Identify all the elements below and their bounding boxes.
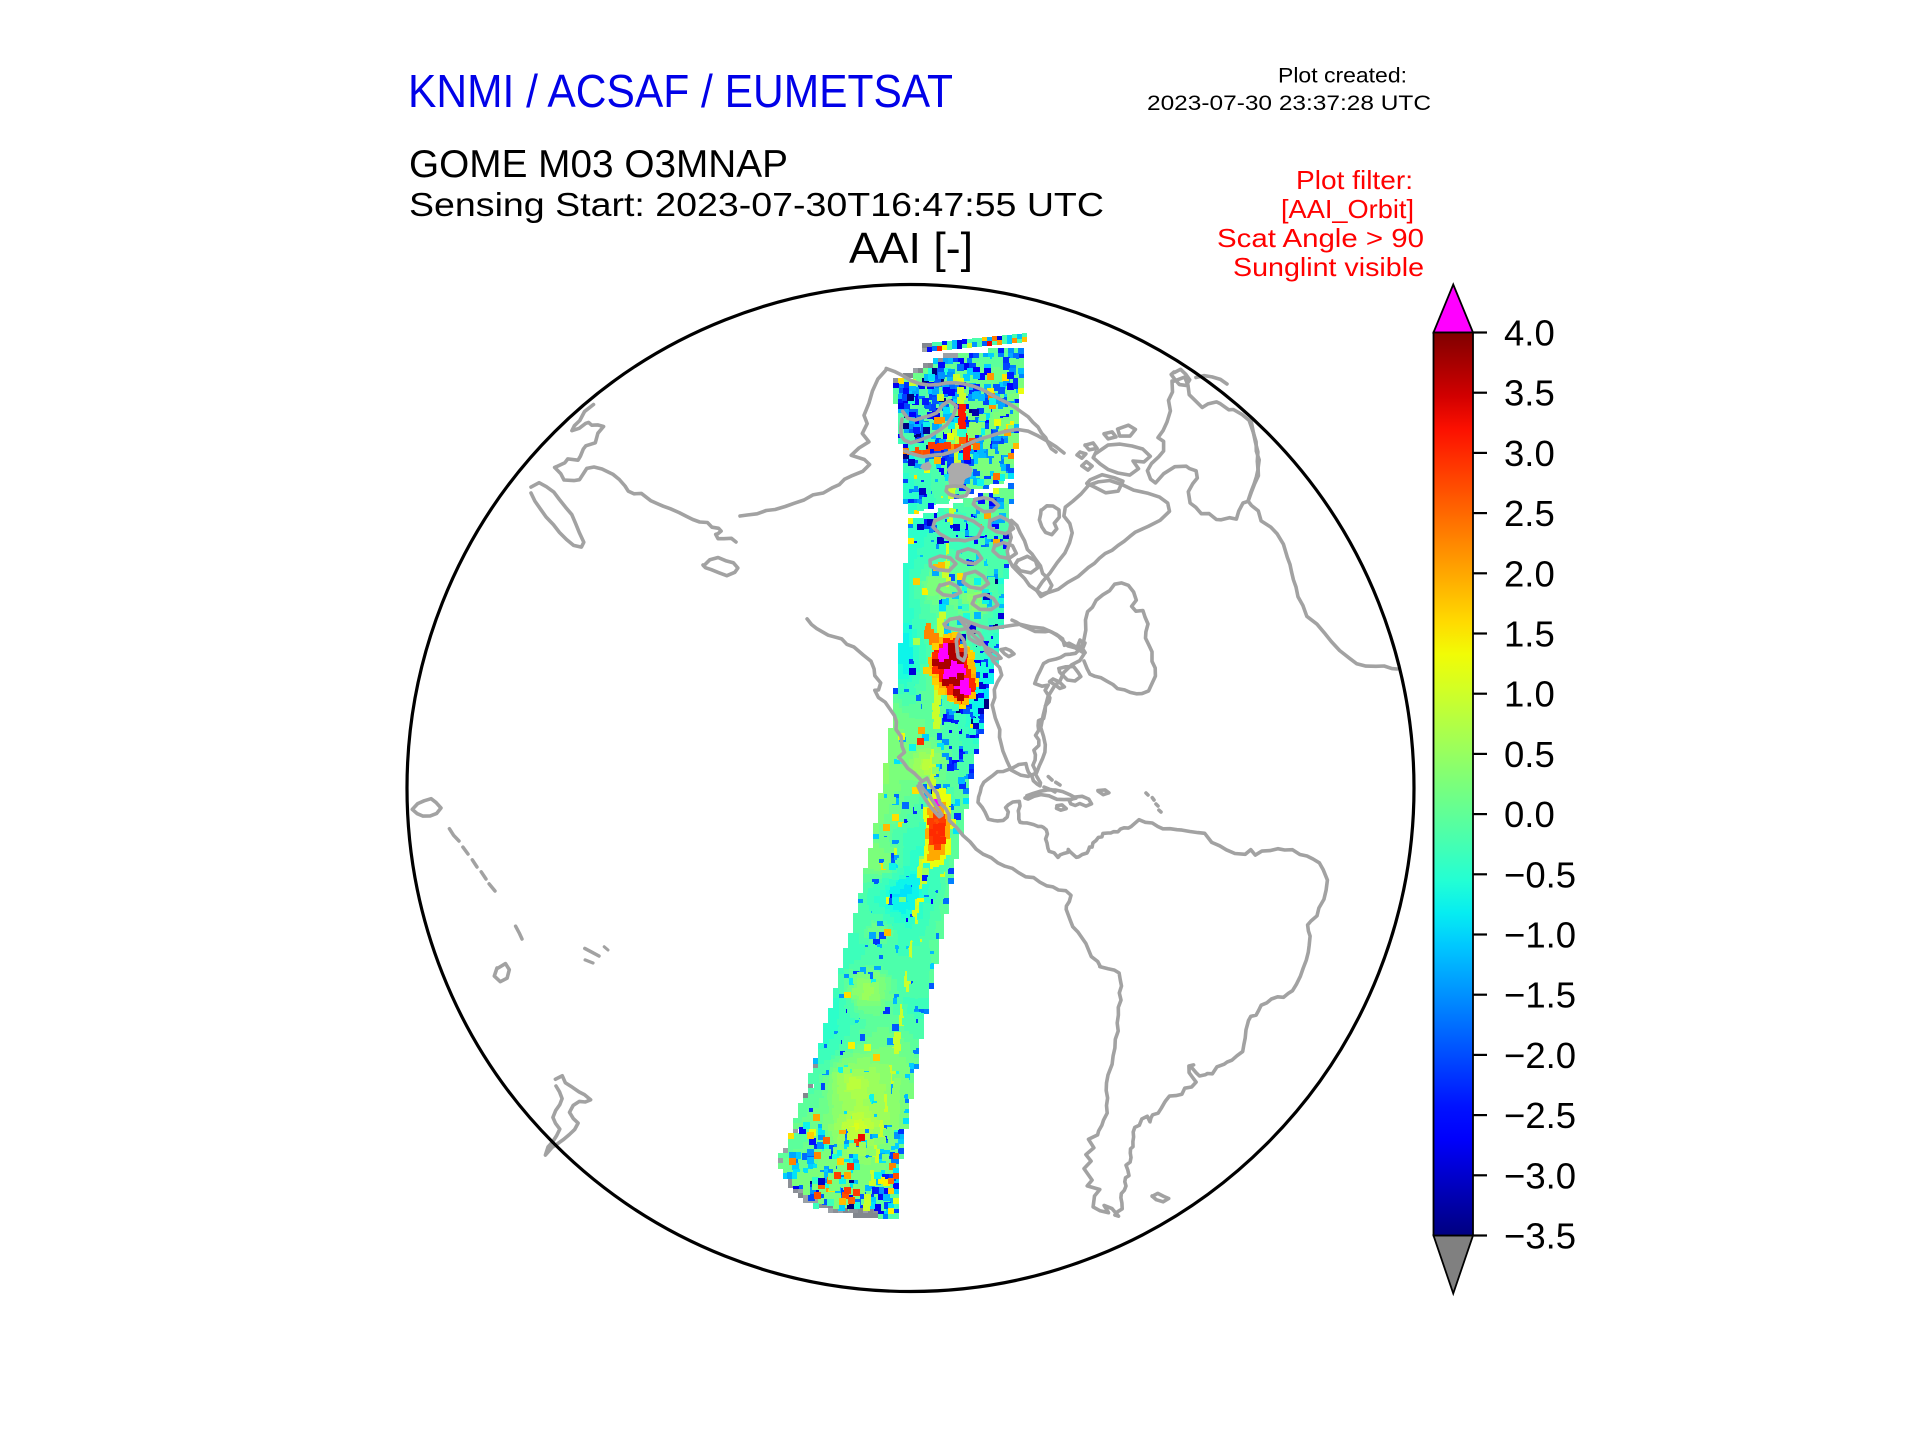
svg-text:Plot filter:: Plot filter: <box>1296 165 1413 195</box>
svg-text:AAI [-]: AAI [-] <box>849 224 973 273</box>
svg-text:GOME M03 O3MNAP: GOME M03 O3MNAP <box>409 143 788 186</box>
svg-text:2023-07-30 23:37:28 UTC: 2023-07-30 23:37:28 UTC <box>1147 91 1431 115</box>
svg-text:1.0: 1.0 <box>1504 674 1555 715</box>
svg-text:−1.5: −1.5 <box>1504 975 1576 1016</box>
svg-text:0.5: 0.5 <box>1504 734 1555 775</box>
svg-text:4.0: 4.0 <box>1504 313 1555 354</box>
svg-text:Plot created:: Plot created: <box>1278 64 1407 88</box>
svg-text:[AAI_Orbit]: [AAI_Orbit] <box>1281 194 1414 224</box>
svg-text:−2.5: −2.5 <box>1504 1095 1576 1136</box>
svg-text:−1.0: −1.0 <box>1504 915 1576 956</box>
svg-text:−0.5: −0.5 <box>1504 854 1576 895</box>
svg-text:2.5: 2.5 <box>1504 493 1555 534</box>
svg-text:3.5: 3.5 <box>1504 373 1555 414</box>
svg-text:−2.0: −2.0 <box>1504 1035 1576 1076</box>
svg-text:−3.0: −3.0 <box>1504 1155 1576 1196</box>
svg-text:Scat Angle > 90: Scat Angle > 90 <box>1217 223 1424 253</box>
svg-text:3.0: 3.0 <box>1504 433 1555 474</box>
svg-text:−3.5: −3.5 <box>1504 1216 1576 1257</box>
svg-text:Sensing Start: 2023-07-30T16:4: Sensing Start: 2023-07-30T16:47:55 UTC <box>409 187 1104 224</box>
svg-text:KNMI / ACSAF / EUMETSAT: KNMI / ACSAF / EUMETSAT <box>408 65 953 117</box>
svg-text:Sunglint visible: Sunglint visible <box>1233 252 1424 282</box>
svg-text:0.0: 0.0 <box>1504 794 1555 835</box>
svg-text:2.0: 2.0 <box>1504 553 1555 594</box>
svg-text:1.5: 1.5 <box>1504 614 1555 655</box>
